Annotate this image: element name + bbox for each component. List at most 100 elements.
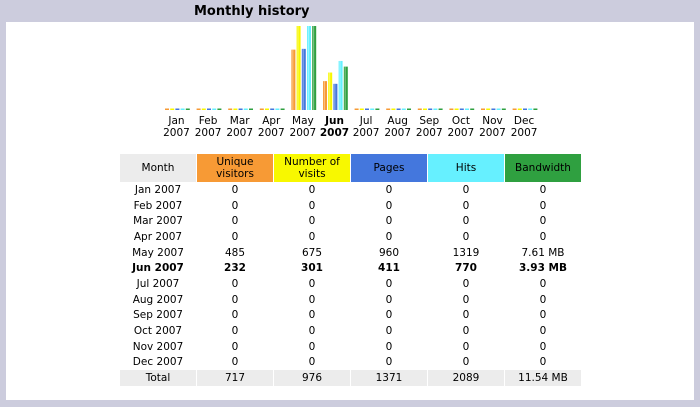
cell-hits: 0 [462,293,470,306]
table-row: Jan 2007 0 0 0 0 0 [120,182,581,198]
chart-month-label: Jan 2007 [161,115,193,139]
cell-pages: 411 [378,262,400,275]
bar-pages [365,108,369,110]
bar-highlight [292,49,294,110]
cell-pages: 0 [385,183,393,196]
cell-unique-visitors: 0 [231,277,239,290]
month-year: 2007 [447,127,475,139]
bar-pages [396,108,401,110]
table-row: Jun 2007 232 301 411 770 3.93 MB [120,260,581,276]
cell-number-of-visits: 0 [308,356,316,369]
cell-bandwidth: 3.93 MB [518,262,567,275]
table-row: Oct 2007 0 0 0 0 0 [120,323,581,339]
total-bandwidth: 11.54 MB [505,370,581,386]
bar-bandwidth [312,26,317,110]
bar-pages [459,108,464,110]
cell-number-of-visits: 0 [308,277,316,290]
cell-pages: 960 [378,246,400,259]
cell-unique-visitors: 0 [231,325,239,338]
cell-month: Jun 2007 [132,262,184,275]
bar-pages [270,108,275,110]
bar-unique-visitors [449,108,454,110]
bar-highlight [339,60,341,110]
cell-month: Apr 2007 [133,230,183,243]
cell-pages: 0 [385,340,393,353]
bar-hits [465,108,469,110]
bar-bandwidth [343,66,348,110]
bar-highlight [307,26,309,110]
bar-bandwidth [185,108,190,110]
cell-number-of-visits: 0 [308,325,316,338]
chart-month-label: Mar 2007 [224,115,256,139]
table-row: Aug 2007 0 0 0 0 0 [120,292,581,308]
bar-pages [175,108,180,110]
bar-pages [523,108,527,110]
cell-hits: 1319 [452,246,480,259]
bar-unique-visitors [512,108,517,110]
cell-number-of-visits: 0 [308,199,316,212]
cell-hits: 0 [462,215,470,228]
header-month: Month [120,154,196,182]
chart-month-label: Oct 2007 [445,115,477,139]
bar-number-of-visits [391,108,396,110]
cell-number-of-visits: 0 [308,215,316,228]
bar-highlight [334,83,336,110]
cell-bandwidth: 0 [539,183,547,196]
cell-bandwidth: 0 [539,277,547,290]
month-name: Nov [482,115,503,127]
month-year: 2007 [194,127,222,139]
bar-number-of-visits [201,108,206,110]
total-number-of-visits: 976 [274,370,350,386]
cell-hits: 0 [462,230,470,243]
bar-highlight [323,81,325,110]
cell-month: Dec 2007 [132,356,184,369]
month-year: 2007 [163,127,190,139]
cell-unique-visitors: 0 [231,230,239,243]
bar-hits [275,108,280,110]
cell-bandwidth: 0 [539,230,547,243]
cell-month: Oct 2007 [133,325,183,338]
chart-month-label: Jun 2007 [319,115,351,139]
header-pages: Pages [351,154,427,182]
header-hits: Hits [428,154,504,182]
cell-hits: 0 [462,325,470,338]
bar-unique-visitors [481,108,485,110]
cell-hits: 0 [462,199,470,212]
bar-pages [207,108,211,110]
cell-hits: 770 [455,262,477,275]
cell-pages: 0 [385,277,393,290]
table-row: Nov 2007 0 0 0 0 0 [120,339,581,355]
month-year: 2007 [226,127,254,139]
month-name: Apr [262,115,281,127]
bar-highlight [329,72,331,110]
chart-month-label: Nov 2007 [477,115,509,139]
bar-number-of-visits [328,72,333,110]
cell-bandwidth: 7.61 MB [521,246,565,259]
header-bandwidth: Bandwidth [505,154,581,182]
cell-unique-visitors: 0 [231,293,239,306]
cell-number-of-visits: 0 [308,309,316,322]
cell-unique-visitors: 0 [231,215,239,228]
cell-unique-visitors: 0 [231,183,239,196]
bar-highlight [344,66,346,110]
bar-hits [243,108,248,110]
cell-hits: 0 [462,340,470,353]
month-year: 2007 [319,127,350,139]
cell-number-of-visits: 0 [308,293,316,306]
bar-unique-visitors [354,108,359,110]
header-unique-visitors: Unique visitors [197,154,273,182]
monthly-history-table: Month Unique visitors Number of visits P… [119,154,582,386]
bar-hits [212,108,217,110]
bar-hits [433,108,438,110]
cell-unique-visitors: 0 [231,199,239,212]
cell-bandwidth: 0 [539,309,547,322]
cell-bandwidth: 0 [539,340,547,353]
section-header: Monthly history [0,0,700,22]
month-year: 2007 [384,127,412,139]
month-year: 2007 [257,127,285,139]
month-name: Mar [229,115,250,127]
bar-unique-visitors [386,108,391,110]
cell-number-of-visits: 0 [308,340,316,353]
cell-unique-visitors: 0 [231,356,239,369]
month-year: 2007 [415,127,443,139]
